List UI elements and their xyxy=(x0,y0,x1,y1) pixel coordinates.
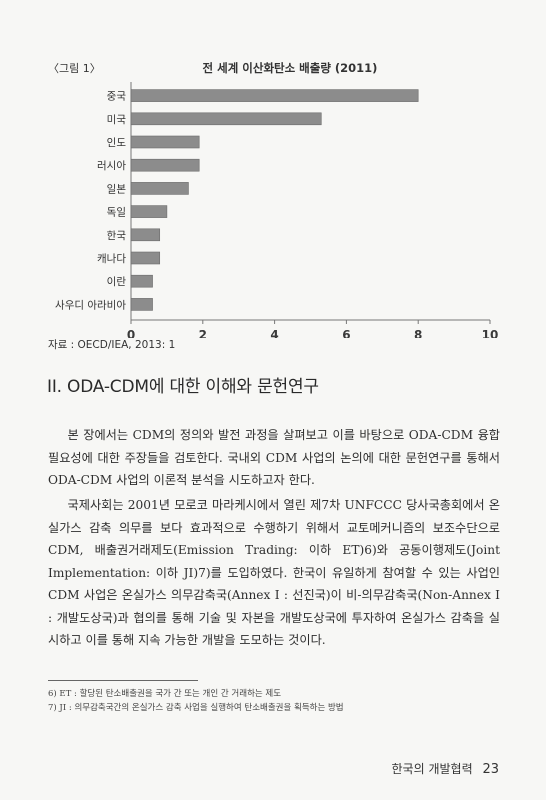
bar-category-label: 캐나다 xyxy=(97,253,126,265)
bar xyxy=(130,112,322,126)
x-tick-label: 10 xyxy=(482,328,499,338)
bar xyxy=(130,274,153,288)
footnote-7: 7) JI : 의무감축국간의 온실가스 감축 사업을 실행하여 탄소배출권을 … xyxy=(48,703,344,713)
paragraph-text: 국제사회는 2001년 모로코 마라케시에서 열린 제7차 UNFCCC 당사국… xyxy=(48,498,500,647)
footnote-6: 6) ET : 할당된 탄소배출권을 국가 간 또는 개인 간 거래하는 제도 xyxy=(48,689,282,699)
figure-label: 〈그림 1〉 xyxy=(48,62,101,75)
paragraph-text: 본 장에서는 CDM의 정의와 발전 과정을 살펴보고 이를 바탕으로 ODA-… xyxy=(48,428,500,487)
bar xyxy=(130,205,168,218)
x-tick-label: 4 xyxy=(270,328,278,338)
bar-category-label: 중국 xyxy=(107,91,127,103)
bar-category-label: 러시아 xyxy=(97,160,126,172)
bar-category-label: 일본 xyxy=(107,182,127,195)
section-heading: II. ODA-CDM에 대한 이해와 문헌연구 xyxy=(47,377,319,397)
x-tick-label: 6 xyxy=(342,328,350,338)
figure-title: 전 세계 이산화탄소 배출량 (2011) xyxy=(202,61,378,75)
body-paragraph-2: 국제사회는 2001년 모로코 마라케시에서 열린 제7차 UNFCCC 당사국… xyxy=(48,494,500,652)
figure-source: 자료 : OECD/IEA, 2013: 1 xyxy=(48,339,176,351)
bar-category-label: 미국 xyxy=(107,114,127,126)
bar xyxy=(130,182,189,195)
bar xyxy=(130,251,161,265)
bar xyxy=(130,135,200,149)
footnote-divider xyxy=(48,680,198,681)
bar xyxy=(130,158,200,172)
x-tick-label: 0 xyxy=(127,328,135,338)
bar xyxy=(130,89,419,102)
bar-category-label: 인도 xyxy=(107,137,127,149)
running-footer: 한국의 개발협력 23 xyxy=(392,760,499,777)
x-tick-label: 8 xyxy=(414,328,422,338)
body-paragraph-1: 본 장에서는 CDM의 정의와 발전 과정을 살펴보고 이를 바탕으로 ODA-… xyxy=(48,424,500,492)
bar xyxy=(130,298,153,311)
bar-category-label: 사우디 아라비아 xyxy=(55,299,126,311)
running-title: 한국의 개발협력 xyxy=(391,762,473,776)
page-number: 23 xyxy=(482,762,499,777)
bar-category-label: 독일 xyxy=(107,206,126,219)
bar-category-label: 이란 xyxy=(107,276,127,288)
bar-category-label: 한국 xyxy=(107,230,127,242)
bar xyxy=(130,228,161,242)
x-tick-label: 2 xyxy=(199,328,207,338)
